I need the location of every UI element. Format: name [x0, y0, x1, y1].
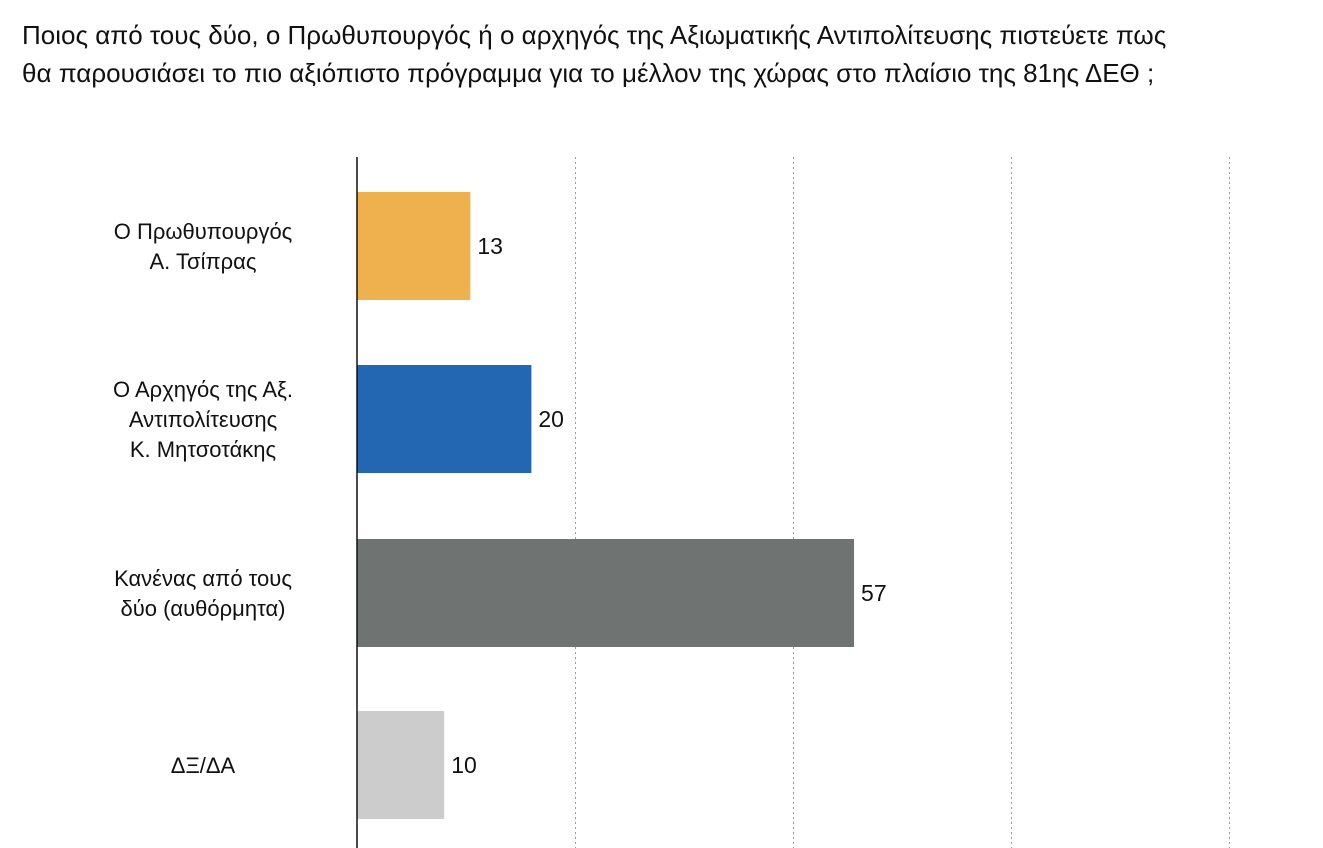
category-label-1-line-2: Α. Τσίπρας: [149, 249, 256, 274]
bar-2: [357, 365, 532, 473]
category-label-4-line-1: ΔΞ/ΔΑ: [171, 753, 236, 778]
bars: [357, 192, 855, 819]
chart-title: Ποιος από τους δύο, ο Πρωθυπουργός ή ο α…: [22, 16, 1312, 92]
category-label-3-line-2: δύο (αυθόρμητα): [120, 596, 285, 621]
value-label-1: 13: [477, 233, 503, 259]
category-label-1: Ο Πρωθυπουργός Α. Τσίπρας: [114, 219, 293, 274]
category-labels: Ο Πρωθυπουργός Α. Τσίπρας Ο Αρχηγός της Αξ…: [113, 219, 293, 778]
category-label-3-line-1: Κανένας από τους: [114, 566, 292, 591]
bar-1: [357, 192, 471, 300]
chart-title-line-1: Ποιος από τους δύο, ο Πρωθυπουργός ή ο α…: [22, 20, 1167, 50]
bar-4: [357, 711, 445, 819]
category-label-2-line-3: Κ. Μητσοτάκης: [130, 437, 276, 462]
bar-3: [357, 539, 855, 647]
value-labels: 13 20 57 10: [451, 233, 886, 778]
value-label-4: 10: [451, 752, 477, 778]
category-label-1-line-1: Ο Πρωθυπουργός: [114, 219, 293, 244]
value-label-2: 20: [538, 406, 564, 432]
chart-title-line-2: θα παρουσιάσει το πιο αξιόπιστο πρόγραμμ…: [22, 58, 1155, 88]
gridlines: [575, 157, 1230, 848]
category-label-2-line-1: Ο Αρχηγός της Αξ.: [113, 377, 293, 402]
category-label-4: ΔΞ/ΔΑ: [171, 753, 236, 778]
category-label-3: Κανένας από τους δύο (αυθόρμητα): [114, 566, 292, 621]
value-label-3: 57: [861, 580, 887, 606]
category-label-2: Ο Αρχηγός της Αξ. Αντιπολίτευσης Κ. Μητσοτ…: [113, 377, 293, 462]
category-label-2-line-2: Αντιπολίτευσης: [129, 407, 277, 432]
